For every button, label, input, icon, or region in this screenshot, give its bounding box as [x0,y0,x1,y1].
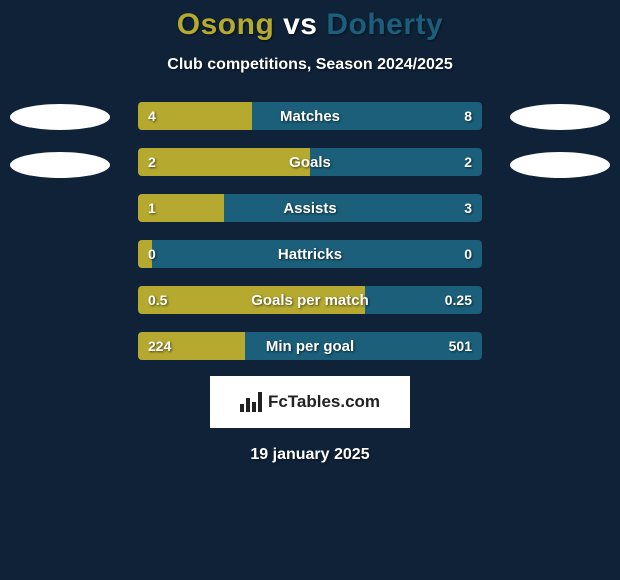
subtitle: Club competitions, Season 2024/2025 [0,56,620,74]
stat-label: Assists [138,194,482,222]
stat-row: 0.50.25Goals per match [138,286,482,314]
comparison-body: 48Matches 22Goals 13Assists 00Hattricks 0.50… [0,102,620,362]
stat-row: 224501Min per goal [138,332,482,360]
team-badge [510,104,610,130]
title-vs: vs [283,8,317,41]
right-team-badges [500,102,620,178]
page-title: Osong vs Doherty [0,0,620,42]
left-team-badges [0,102,120,178]
team-badge [510,152,610,178]
stat-label: Hattricks [138,240,482,268]
stat-label: Matches [138,102,482,130]
stat-label: Min per goal [138,332,482,360]
team-badge [10,152,110,178]
site-logo: FcTables.com [210,376,410,428]
stat-row: 00Hattricks [138,240,482,268]
stat-label: Goals [138,148,482,176]
logo-text: FcTables.com [268,392,380,412]
date-label: 19 january 2025 [0,446,620,464]
stat-label: Goals per match [138,286,482,314]
bar-chart-icon [240,392,262,412]
stat-row: 13Assists [138,194,482,222]
title-player2: Doherty [326,8,443,41]
stat-bars: 48Matches 22Goals 13Assists 00Hattricks 0.50… [138,102,482,360]
comparison-card: Osong vs Doherty Club competitions, Seas… [0,0,620,580]
team-badge [10,104,110,130]
title-player1: Osong [177,8,275,41]
stat-row: 48Matches [138,102,482,130]
stat-row: 22Goals [138,148,482,176]
